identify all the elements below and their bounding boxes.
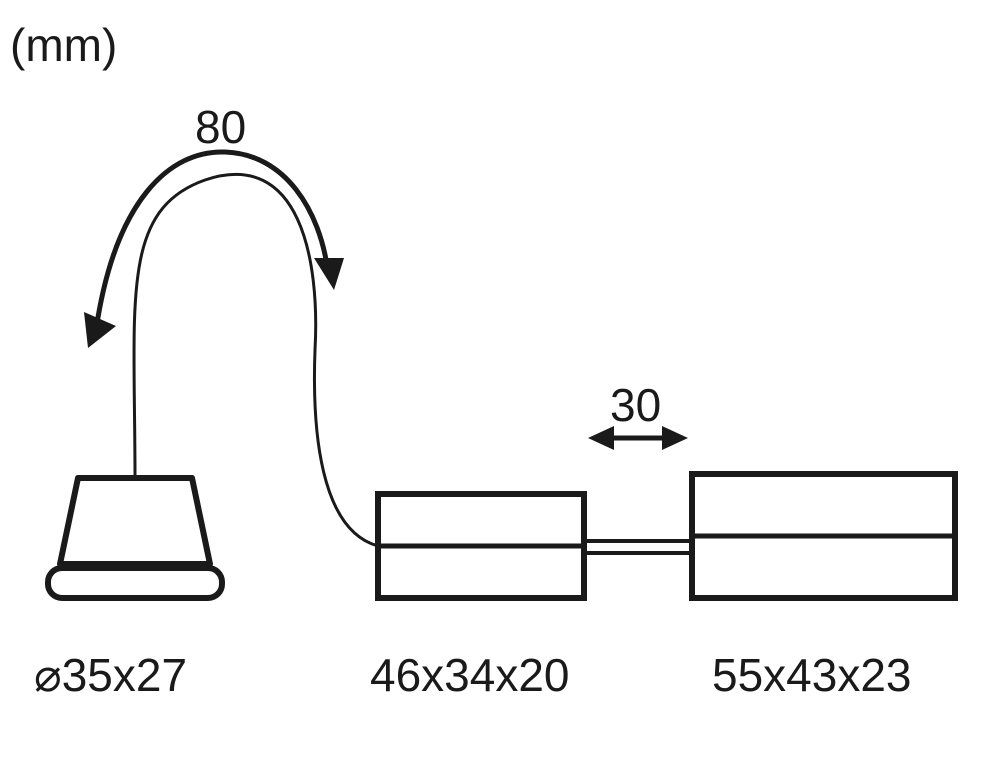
lamp-body: [60, 478, 210, 564]
wire: [134, 174, 378, 546]
arc-80-arrow-right: [314, 258, 344, 290]
gap-arrow-left: [588, 426, 614, 450]
diagram-svg: [0, 0, 1000, 757]
diagram-canvas: (mm) 80 30 ⌀35x27 46x34x20 55x43x23: [0, 0, 1000, 757]
gap-arrow-right: [662, 426, 688, 450]
lamp-base: [48, 568, 222, 598]
